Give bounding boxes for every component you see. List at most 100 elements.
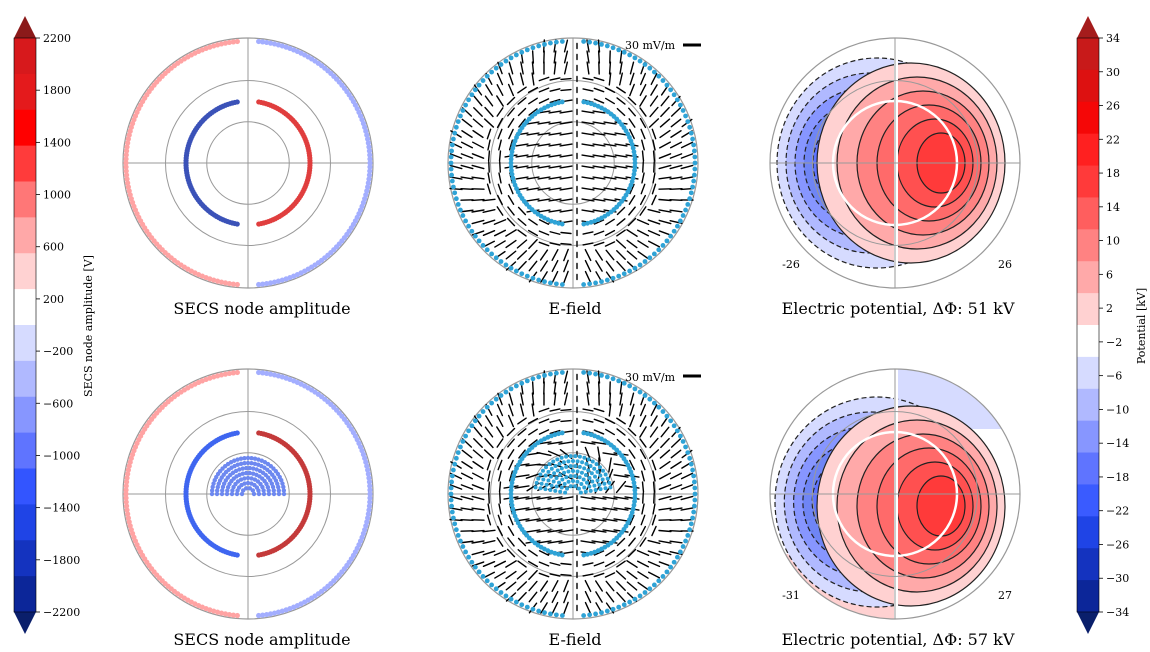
- secs-colorbar-tick-label: 2200: [43, 32, 71, 45]
- efield-node-outer-dawn: [542, 372, 547, 378]
- efield-node-inner-dusk: [581, 99, 587, 105]
- efield-arrow: [563, 248, 569, 262]
- secs-node-outer-dusk: [367, 168, 373, 174]
- efield-arrow: [680, 164, 694, 170]
- efield-arrow: [658, 153, 672, 159]
- efield-title-top: E-field: [549, 299, 602, 318]
- secs-node-inner-dawn: [234, 99, 240, 105]
- secs-node-cap: [215, 484, 220, 490]
- efield-arrow: [563, 259, 569, 273]
- efield-arrow: [581, 209, 595, 213]
- efield-arrow: [538, 87, 550, 93]
- efield-arrow: [605, 580, 615, 592]
- efield-node-outer-dawn: [449, 509, 455, 515]
- efield-node-outer-dusk: [691, 473, 697, 479]
- efield-arrow: [537, 198, 551, 202]
- efield-arrow: [616, 560, 626, 568]
- efield-arrow: [628, 449, 636, 459]
- efield-arrow: [669, 141, 683, 149]
- efield-arrow: [514, 485, 530, 489]
- efield-node-outer-dawn: [559, 613, 565, 618]
- secs-node-outer-dusk: [267, 40, 274, 46]
- efield-node-outer-dawn: [553, 281, 559, 287]
- efield-arrow: [582, 231, 594, 235]
- efield-arrow: [526, 143, 540, 147]
- efield-arrow: [528, 591, 538, 603]
- efield-arrow: [584, 259, 592, 273]
- efield-node-cap: [608, 485, 613, 490]
- efield-arrow: [563, 270, 569, 284]
- efield-node-cap: [598, 487, 603, 492]
- efield-arrow: [619, 392, 623, 406]
- efield-node-cap: [562, 482, 567, 487]
- efield-arrow: [487, 139, 491, 151]
- secs-node-outer-dawn: [123, 483, 129, 489]
- efield-node-outer-dusk: [677, 549, 683, 555]
- efield-node-outer-dawn: [449, 148, 454, 154]
- efield-arrow: [659, 129, 671, 139]
- efield-arrow: [629, 83, 635, 97]
- secs-node-outer-dawn: [222, 371, 229, 377]
- efield-node-outer-dawn: [513, 599, 519, 605]
- efield-arrow: [563, 381, 569, 395]
- efield-node-outer-dawn: [530, 606, 536, 612]
- secs-colorbar-swatch: [14, 289, 36, 326]
- efield-arrow: [613, 507, 629, 511]
- secs-node-outer-dawn: [226, 280, 232, 287]
- efield-node-cap: [584, 480, 589, 485]
- efield-node-cap: [575, 459, 580, 464]
- secs-node-outer-dusk: [366, 148, 373, 154]
- potential-colorbar-swatch: [1077, 69, 1099, 103]
- secs-node-cap: [242, 460, 247, 466]
- efield-arrow: [559, 165, 573, 169]
- efield-arrow: [641, 139, 645, 151]
- efield-arrow: [528, 249, 538, 261]
- efield-node-inner-dawn: [511, 179, 517, 184]
- efield-node-outer-dusk: [610, 275, 616, 281]
- efield-arrow: [559, 121, 573, 125]
- potential-colorbar-swatch: [1077, 197, 1099, 230]
- efield-node-inner-dusk: [629, 142, 635, 147]
- efield-node-outer-dusk: [660, 243, 666, 248]
- secs-node-outer-dawn: [226, 39, 232, 46]
- efield-node-outer-dawn: [513, 383, 519, 389]
- efield-node-cap: [575, 479, 580, 484]
- efield-node-outer-dusk: [647, 255, 653, 261]
- efield-arrow: [487, 150, 491, 162]
- efield-arrow: [549, 242, 561, 246]
- efield-arrow: [649, 437, 659, 449]
- efield-arrow: [471, 540, 485, 544]
- secs-colorbar-swatch: [14, 504, 36, 541]
- efield-node-outer-dawn: [519, 49, 525, 55]
- efield-arrow: [484, 95, 494, 107]
- efield-node-cap: [573, 484, 578, 489]
- efield-node-outer-dawn: [455, 532, 461, 538]
- efield-node-outer-dawn: [493, 65, 499, 71]
- efield-arrow: [540, 260, 548, 272]
- efield-node-cap: [601, 468, 606, 473]
- secs-node-cap: [271, 491, 277, 497]
- efield-arrow: [551, 270, 559, 284]
- secs-node-cap: [235, 462, 240, 467]
- efield-node-outer-dusk: [581, 282, 587, 287]
- secs-node-cap: [245, 480, 251, 486]
- efield-node-outer-dusk: [656, 578, 662, 584]
- efield-arrow: [449, 153, 463, 159]
- secs-node-cap: [225, 488, 230, 493]
- efield-node-outer-dusk: [691, 142, 697, 148]
- efield-arrow: [651, 514, 657, 526]
- efield-arrow: [538, 572, 550, 578]
- efield-node-outer-dusk: [621, 380, 627, 386]
- efield-node-outer-dawn: [476, 569, 482, 575]
- potential-colorbar-swatch: [1077, 101, 1099, 135]
- efield-node-inner-dusk: [632, 156, 638, 162]
- efield-arrow: [538, 550, 550, 556]
- efield-node-outer-dusk: [687, 196, 693, 202]
- efield-arrow: [659, 141, 671, 149]
- efield-arrow: [547, 529, 563, 533]
- secs-node-outer-dawn: [226, 370, 232, 377]
- secs-node-cap: [276, 491, 282, 497]
- efield-node-cap: [547, 462, 552, 467]
- efield-node-outer-dawn: [513, 52, 519, 58]
- efield-node-outer-dawn: [524, 378, 530, 384]
